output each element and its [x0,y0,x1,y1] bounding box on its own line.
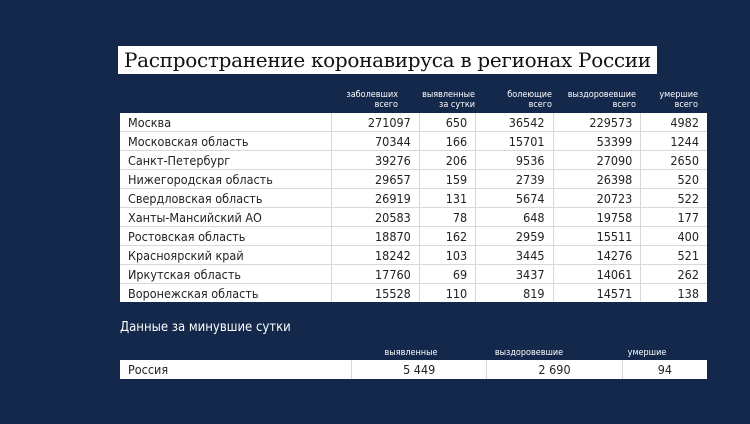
region-name: Москва [120,113,332,132]
table-row: Нижегородская область 29657 159 2739 26398 52… [120,169,707,189]
cell-value: 2650 [640,150,707,170]
cell-value: 262 [640,264,707,284]
table-row: Ханты-Мансийский АО 20583 78 648 19758 177 [120,207,707,227]
cell-value: 819 [475,283,554,302]
table-row: Красноярский край 18242 103 3445 14276 521 [120,245,707,265]
daily-column-header: умершие [627,348,667,358]
cell-value: 162 [418,226,476,246]
region-name: Иркутская область [120,264,332,284]
cell-value: 4982 [640,113,707,132]
cell-value: 20723 [552,188,641,208]
daily-column-header: выявленные [384,348,438,358]
daily-column-header: выздоровевшие [494,348,564,358]
column-header: заболевших всего [346,90,398,110]
cell-value: 14571 [552,283,641,302]
cell-value: 26919 [331,188,420,208]
regions-table: Москва 271097 650 36542 229573 4982 Московская… [120,113,707,302]
cell-value: 177 [640,207,707,227]
column-header: выздоровевшие всего [567,90,636,110]
cell-value: 94 [621,360,707,379]
cell-value: 3437 [475,264,554,284]
table-row: Иркутская область 17760 69 3437 14061 262 [120,264,707,284]
region-name: Московская область [120,131,332,151]
cell-value: 206 [418,150,476,170]
cell-value: 19758 [552,207,641,227]
cell-value: 14276 [552,245,641,265]
region-name: Санкт-Петербург [120,150,332,170]
cell-value: 520 [640,169,707,189]
region-name: Красноярский край [120,245,332,265]
cell-value: 166 [418,131,476,151]
cell-value: 2959 [475,226,554,246]
region-name: Свердловская область [120,188,332,208]
cell-value: 648 [475,207,554,227]
cell-value: 36542 [475,113,554,132]
column-header: выявленные за сутки [422,90,475,110]
column-header: болеющие всего [507,90,552,110]
cell-value: 27090 [552,150,641,170]
cell-value: 15511 [552,226,641,246]
cell-value: 5674 [475,188,554,208]
cell-value: 39276 [331,150,420,170]
region-name: Россия [128,362,169,377]
cell-value: 2739 [475,169,554,189]
page-title: Распространение коронавируса в регионах … [118,46,657,74]
cell-value: 18870 [331,226,420,246]
table-row: Санкт-Петербург 39276 206 9536 27090 2650 [120,150,707,170]
cell-value: 131 [418,188,476,208]
cell-value: 103 [418,245,476,265]
cell-value: 3445 [475,245,554,265]
cell-value: 229573 [552,113,641,132]
table-row: Ростовская область 18870 162 2959 15511 400 [120,226,707,246]
column-header: умершие всего [659,90,698,110]
cell-value: 9536 [475,150,554,170]
cell-value: 20583 [331,207,420,227]
daily-table: Россия 5 449 2 690 94 [120,360,707,379]
cell-value: 14061 [552,264,641,284]
region-name: Нижегородская область [120,169,332,189]
cell-value: 159 [418,169,476,189]
table-row: Воронежская область 15528 110 819 14571 138 [120,283,707,302]
table-row: Москва 271097 650 36542 229573 4982 [120,113,707,132]
cell-value: 138 [640,283,707,302]
cell-value: 5 449 [350,360,487,379]
region-name: Воронежская область [128,285,259,301]
cell-value: 15701 [475,131,554,151]
table-row: Свердловская область 26919 131 5674 20723 522 [120,188,707,208]
region-name: Ханты-Мансийский АО [120,207,332,227]
cell-value: 29657 [331,169,420,189]
cell-value: 26398 [552,169,641,189]
cell-value: 650 [418,113,476,132]
cell-value: 69 [418,264,476,284]
cell-value: 53399 [552,131,641,151]
cell-value: 15528 [331,283,420,302]
cell-value: 70344 [331,131,420,151]
table-row: Московская область 70344 166 15701 53399 1244 [120,131,707,151]
cell-value: 521 [640,245,707,265]
region-name: Ростовская область [120,226,332,246]
cell-value: 17760 [331,264,420,284]
cell-value: 18242 [331,245,420,265]
cell-value: 271097 [331,113,420,132]
cell-value: 2 690 [486,360,623,379]
cell-value: 110 [418,283,476,302]
table-row: Россия 5 449 2 690 94 [120,360,707,379]
cell-value: 1244 [640,131,707,151]
cell-value: 78 [418,207,476,227]
daily-title: Данные за минувшие сутки [120,320,291,335]
cell-value: 522 [640,188,707,208]
cell-value: 400 [640,226,707,246]
